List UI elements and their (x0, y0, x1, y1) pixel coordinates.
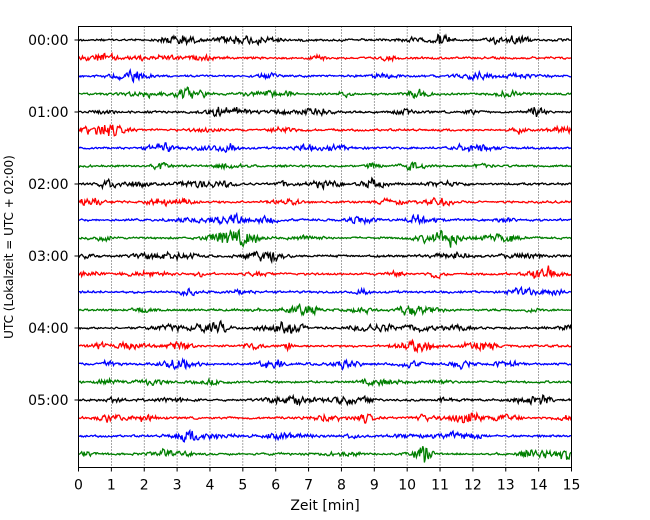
seismic-trace (77, 302, 572, 317)
seismic-trace (77, 51, 572, 63)
x-tick-label: 15 (563, 478, 581, 494)
y-tick-label: 03:00 (28, 249, 68, 265)
seismic-trace (78, 228, 572, 249)
seismic-traces (77, 33, 573, 463)
seismic-trace (78, 428, 572, 443)
x-tick-label: 0 (74, 478, 83, 494)
x-tick-label: 5 (238, 478, 247, 494)
seismic-trace (78, 446, 572, 463)
seismic-trace (77, 250, 572, 265)
x-axis-ticks: 0 1 2 3 4 5 6 7 8 9 10 11 12 13 14 15 (74, 467, 581, 494)
x-tick-label: 9 (370, 478, 379, 494)
plot-frame (78, 26, 572, 468)
seismic-trace (78, 357, 572, 371)
seismic-trace (78, 176, 572, 191)
y-tick-label: 02:00 (28, 177, 68, 193)
x-tick-label: 3 (173, 478, 182, 494)
y-tick-label: 04:00 (28, 321, 68, 337)
x-tick-label: 14 (530, 478, 548, 494)
seismic-trace (78, 265, 572, 279)
seismic-trace (78, 196, 573, 208)
seismic-trace (78, 393, 572, 407)
x-tick-label: 7 (304, 478, 313, 494)
x-tick-label: 8 (337, 478, 346, 494)
x-tick-label: 12 (464, 478, 482, 494)
y-tick-label: 01:00 (28, 105, 68, 121)
y-axis-ticks: 00:00 01:00 02:00 03:00 04:00 05:00 (28, 33, 79, 409)
seismic-trace (78, 338, 572, 354)
seismic-trace (78, 411, 573, 424)
x-tick-label: 13 (497, 478, 515, 494)
x-tick-label: 6 (271, 478, 280, 494)
seismic-trace (78, 319, 573, 335)
seismic-trace (77, 123, 572, 137)
x-tick-label: 11 (431, 478, 449, 494)
seismic-trace (78, 142, 572, 153)
x-tick-label: 1 (107, 478, 116, 494)
seismic-trace (78, 106, 572, 118)
x-tick-label: 2 (140, 478, 149, 494)
seismic-trace (78, 161, 573, 171)
x-axis-label: Zeit [min] (290, 498, 359, 514)
seismic-trace (78, 376, 572, 388)
x-tick-label: 4 (206, 478, 215, 494)
seismic-trace (78, 67, 572, 84)
y-axis-label: UTC (Lokalzeit = UTC + 02:00) (2, 155, 16, 339)
seismic-trace (78, 285, 572, 298)
y-tick-label: 00:00 (28, 33, 68, 49)
seismic-trace (78, 33, 572, 47)
y-tick-label: 05:00 (28, 393, 68, 409)
seismic-trace (78, 211, 572, 226)
x-tick-label: 10 (398, 478, 416, 494)
seismic-trace (78, 86, 572, 100)
